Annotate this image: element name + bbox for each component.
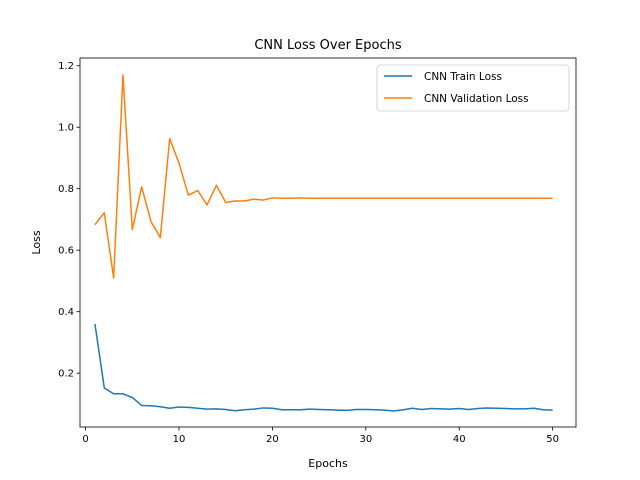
series-line-validation-loss	[94, 74, 553, 279]
legend-label-train-loss: CNN Train Loss	[424, 71, 502, 83]
y-tick-label: 0.6	[58, 246, 74, 257]
legend-box	[376, 64, 570, 112]
y-tick-label: 0.8	[58, 184, 74, 195]
chart-title: CNN Loss Over Epochs	[254, 38, 402, 53]
y-tick-label: 0.2	[58, 369, 74, 380]
x-tick-label: 40	[453, 434, 466, 445]
series-line-train-loss	[94, 323, 553, 412]
y-tick-label: 1.0	[58, 123, 74, 134]
x-axis-ticks: 0 10 20 30 40 50	[82, 427, 559, 445]
legend-label-validation-loss: CNN Validation Loss	[424, 93, 529, 105]
x-tick-label: 20	[266, 434, 279, 445]
plot-lines	[94, 74, 553, 412]
x-tick-label: 30	[359, 434, 372, 445]
y-tick-label: 1.2	[58, 61, 74, 72]
x-axis-label: Epochs	[308, 457, 348, 470]
legend: CNN Train Loss CNN Validation Loss	[376, 64, 570, 112]
y-tick-label: 0.4	[58, 307, 74, 318]
plot-frame	[79, 57, 577, 428]
x-tick-label: 10	[173, 434, 186, 445]
y-axis-label: Loss	[30, 230, 43, 254]
y-axis-ticks: 0.2 0.4 0.6 0.8 1.0 1.2	[58, 61, 80, 380]
x-tick-label: 0	[82, 434, 88, 445]
x-tick-label: 50	[546, 434, 559, 445]
